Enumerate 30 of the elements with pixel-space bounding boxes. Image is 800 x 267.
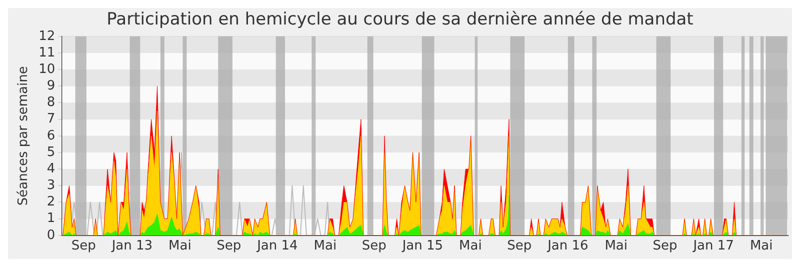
y-tick-label: 1: [46, 211, 56, 226]
y-tick-label: 4: [46, 161, 56, 176]
x-tick-label: Mai: [314, 238, 337, 254]
x-tick-label: Sep: [652, 238, 678, 254]
y-tick-label: 6: [46, 128, 56, 144]
x-tick-label: Jan 13: [110, 238, 153, 254]
y-tick-label: 9: [46, 78, 56, 94]
x-tick-label: Mai: [459, 238, 482, 254]
y-axis-title: Séances par semaine: [16, 66, 32, 206]
x-tick-label: Sep: [216, 238, 242, 254]
x-tick-label: Sep: [71, 238, 96, 254]
y-tick-label: 8: [46, 95, 56, 110]
x-tick-label: Jan 15: [401, 238, 444, 254]
x-tick-label: Sep: [362, 238, 386, 254]
x-tick-label: Mai: [750, 238, 773, 254]
y-tick-label: 5: [46, 144, 56, 160]
y-tick-label: 10: [38, 62, 56, 77]
x-tick-label: Mai: [604, 238, 628, 254]
x-tick-label: Mai: [168, 238, 192, 254]
y-tick-label: 2: [46, 194, 56, 210]
y-tick-label: 7: [46, 112, 56, 127]
y-tick-label: 3: [46, 178, 56, 194]
y-tick-label: 12: [38, 28, 56, 44]
chart-title: Participation en hemicycle au cours de sa dernière année de mandat: [106, 10, 694, 30]
x-tick-label: Jan 14: [256, 238, 298, 254]
y-tick-label: 11: [38, 45, 56, 60]
x-tick-label: Jan 16: [546, 238, 588, 254]
y-tick-label: 0: [46, 228, 56, 243]
x-tick-label: Sep: [507, 238, 532, 254]
x-tick-label: Jan 17: [692, 238, 734, 254]
